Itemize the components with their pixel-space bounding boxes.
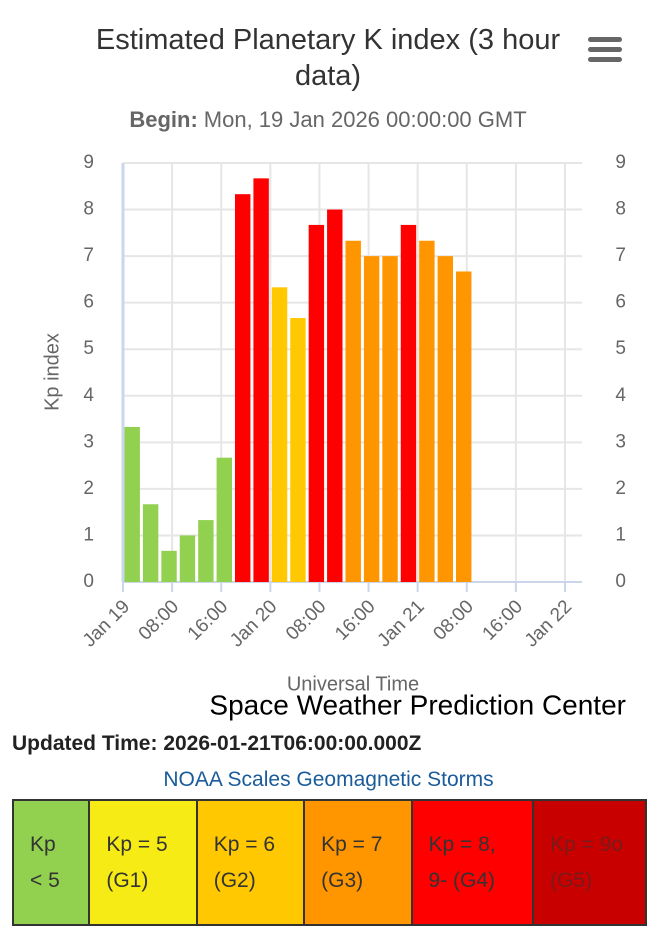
menu-bar: [588, 57, 622, 62]
updated-label: Updated Time:: [12, 732, 158, 755]
y-tick-label: 7: [83, 245, 94, 266]
bar: [382, 256, 398, 582]
bar: [419, 240, 435, 582]
y-tick-label: 8: [83, 199, 94, 220]
bar: [198, 520, 214, 582]
x-tick-label: Jan 20: [226, 596, 281, 651]
bar: [400, 224, 417, 582]
y2-tick-label: 1: [615, 524, 626, 545]
x-tick-label: 16:00: [479, 596, 527, 644]
menu-bar: [588, 47, 622, 52]
y2-tick-label: 0: [615, 571, 626, 592]
bar: [437, 256, 453, 582]
x-tick-label: 08:00: [429, 596, 477, 644]
bar: [253, 178, 269, 582]
y-tick-label: 4: [83, 385, 94, 406]
chart-title: Estimated Planetary K index (3 hour data): [96, 24, 561, 92]
bar: [290, 318, 306, 582]
subtitle-text: Mon, 19 Jan 2026 00:00:00 GMT: [204, 107, 527, 132]
credit: Space Weather Prediction Center: [209, 689, 626, 720]
scale-cell: Kp = 8, 9- (G4): [410, 799, 535, 926]
y-tick-label: 0: [83, 571, 94, 592]
bar: [216, 457, 232, 582]
scales-table: Kp < 5 Kp = 5 (G1) Kp = 6 (G2) Kp = 7 (G3) K…: [11, 799, 647, 926]
scale-cell: Kp = 5 (G1): [88, 799, 198, 926]
y2-tick-label: 3: [615, 431, 626, 452]
y-tick-label: 6: [83, 292, 94, 313]
y2-tick-label: 4: [615, 385, 626, 406]
y2-tick-label: 9: [615, 152, 626, 173]
bar: [142, 504, 159, 582]
updated-value: 2026-01-21T06:00:00.000Z: [163, 732, 422, 755]
y-axis-title: Kp index: [41, 333, 63, 411]
bar: [308, 224, 325, 582]
title-line: Estimated Planetary K index (3 hour: [96, 24, 561, 56]
scales-title: NOAA Scales Geomagnetic Storms: [163, 768, 494, 791]
x-tick-label: 08:00: [135, 596, 183, 644]
bar: [161, 550, 177, 582]
title-line: data): [295, 60, 361, 92]
bar: [271, 287, 288, 582]
subtitle-label: Begin:: [129, 107, 197, 132]
x-tick-label: 08:00: [282, 596, 330, 644]
y-tick-label: 2: [83, 478, 94, 499]
y-tick-label: 1: [83, 524, 94, 545]
scale-cell: Kp = 9o (G5): [532, 799, 647, 926]
y-tick-label: 9: [83, 152, 94, 173]
bar: [327, 209, 343, 583]
x-tick-label: Jan 22: [521, 596, 576, 651]
y2-tick-label: 7: [615, 245, 626, 266]
x-tick-label: 16:00: [184, 596, 232, 644]
scale-cell: Kp = 7 (G3): [303, 799, 413, 926]
bar: [456, 271, 472, 582]
x-tick-label: Jan 19: [79, 596, 134, 651]
x-tick-label: Jan 21: [374, 596, 429, 651]
scale-cell: Kp = 6 (G2): [195, 799, 306, 926]
y2-tick-label: 6: [615, 292, 626, 313]
y2-tick-label: 8: [615, 199, 626, 220]
menu-button[interactable]: [588, 37, 622, 62]
y-tick-label: 3: [83, 431, 94, 452]
x-axis-title: Universal Time: [287, 673, 419, 695]
updated-time: Updated Time: 2026-01-21T06:00:00.000Z: [12, 732, 421, 756]
menu-bar: [588, 37, 622, 42]
bar: [363, 256, 380, 582]
y-tick-label: 5: [83, 338, 94, 359]
bar: [179, 535, 196, 582]
bar: [124, 426, 140, 582]
chart: Estimated Planetary K index (3 hour data)…: [41, 24, 626, 721]
bar: [235, 194, 251, 583]
chart-subtitle: Begin: Mon, 19 Jan 2026 00:00:00 GMT: [129, 107, 526, 132]
y2-tick-label: 2: [615, 478, 626, 499]
scales-row: Kp < 5 Kp = 5 (G1) Kp = 6 (G2) Kp = 7 (G3) K…: [11, 799, 647, 926]
x-tick-label: 16:00: [331, 596, 379, 644]
scale-cell: Kp < 5: [11, 799, 91, 926]
y2-tick-label: 5: [615, 338, 626, 359]
bar: [345, 240, 361, 582]
